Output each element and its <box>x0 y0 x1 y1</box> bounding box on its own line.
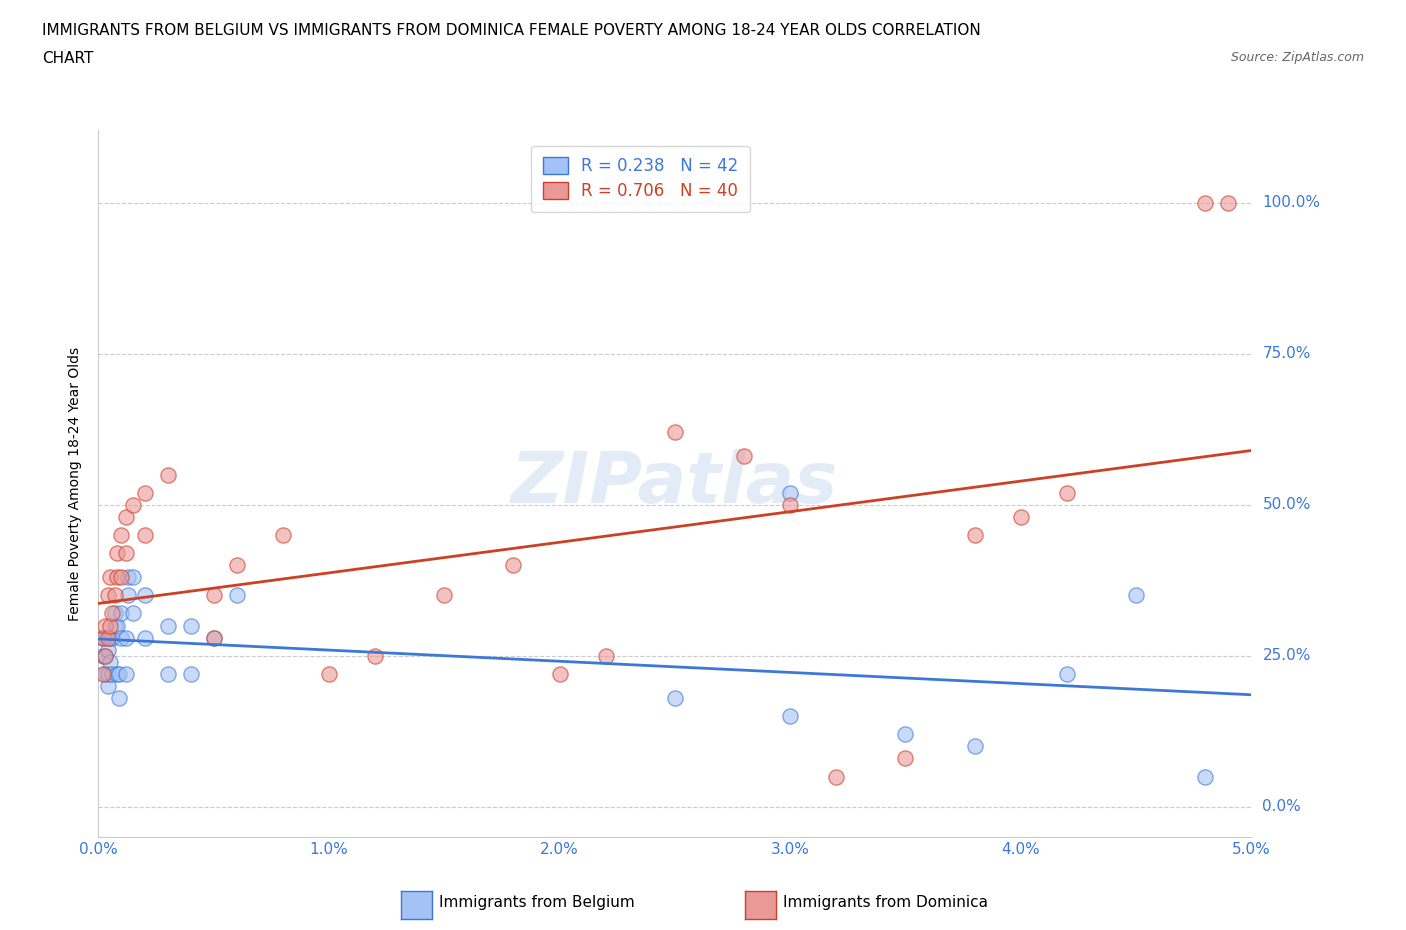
Point <box>963 739 986 754</box>
Point <box>1010 510 1032 525</box>
Point <box>134 527 156 542</box>
Point <box>94 648 117 663</box>
Text: ZIPatlas: ZIPatlas <box>512 449 838 518</box>
Point <box>225 588 247 603</box>
Point <box>101 631 124 645</box>
Point <box>94 667 117 682</box>
Point <box>1125 588 1147 603</box>
Point <box>825 769 848 784</box>
Point <box>108 691 131 706</box>
Point <box>122 498 145 512</box>
Point <box>134 631 156 645</box>
Y-axis label: Female Poverty Among 18-24 Year Olds: Female Poverty Among 18-24 Year Olds <box>69 347 83 620</box>
Point <box>1056 485 1078 500</box>
Point <box>122 606 145 621</box>
Point <box>779 498 801 512</box>
Point <box>91 631 114 645</box>
Point <box>98 570 121 585</box>
Point <box>156 618 179 633</box>
Point <box>98 618 121 633</box>
Point <box>202 631 225 645</box>
Point <box>101 667 124 682</box>
Text: 50.0%: 50.0% <box>1263 498 1310 512</box>
Point <box>1056 667 1078 682</box>
Text: Source: ZipAtlas.com: Source: ZipAtlas.com <box>1230 51 1364 64</box>
Point <box>105 546 128 561</box>
Point <box>94 618 117 633</box>
Point <box>122 570 145 585</box>
Point <box>91 648 114 663</box>
Text: 100.0%: 100.0% <box>1263 195 1320 210</box>
Point <box>1218 195 1240 210</box>
Point <box>134 588 156 603</box>
Point <box>97 588 120 603</box>
Text: IMMIGRANTS FROM BELGIUM VS IMMIGRANTS FROM DOMINICA FEMALE POVERTY AMONG 18-24 Y: IMMIGRANTS FROM BELGIUM VS IMMIGRANTS FR… <box>42 23 981 38</box>
Point <box>117 570 139 585</box>
Text: CHART: CHART <box>42 51 94 66</box>
Legend: R = 0.238   N = 42, R = 0.706   N = 40: R = 0.238 N = 42, R = 0.706 N = 40 <box>531 146 749 212</box>
Point <box>91 667 114 682</box>
Point <box>548 667 571 682</box>
Point <box>894 727 917 742</box>
Point <box>595 648 617 663</box>
Point <box>664 691 686 706</box>
Point <box>105 570 128 585</box>
Point <box>110 606 132 621</box>
Point <box>94 631 117 645</box>
Point <box>103 588 125 603</box>
Point <box>225 558 247 573</box>
Point <box>103 618 125 633</box>
Point <box>97 631 120 645</box>
Text: 0.0%: 0.0% <box>1263 799 1301 815</box>
Point <box>110 527 132 542</box>
Point <box>156 667 179 682</box>
Point <box>779 709 801 724</box>
Point <box>733 449 755 464</box>
Point <box>115 667 138 682</box>
Point <box>271 527 294 542</box>
Point <box>664 425 686 440</box>
Point <box>103 606 125 621</box>
Point <box>117 588 139 603</box>
Point <box>202 631 225 645</box>
Point <box>115 510 138 525</box>
Point <box>97 643 120 658</box>
Point <box>94 648 117 663</box>
Point <box>156 467 179 482</box>
Text: 75.0%: 75.0% <box>1263 346 1310 361</box>
Point <box>963 527 986 542</box>
Text: Immigrants from Dominica: Immigrants from Dominica <box>783 895 988 910</box>
Point <box>894 751 917 766</box>
Point <box>105 618 128 633</box>
Point <box>364 648 387 663</box>
Point <box>101 606 124 621</box>
Point <box>91 631 114 645</box>
Point <box>433 588 456 603</box>
Point <box>115 631 138 645</box>
Point <box>1194 769 1216 784</box>
Point <box>134 485 156 500</box>
Point <box>180 667 202 682</box>
Point <box>1194 195 1216 210</box>
Point <box>180 618 202 633</box>
Point <box>98 655 121 670</box>
Point <box>97 667 120 682</box>
Point <box>110 631 132 645</box>
Point <box>318 667 340 682</box>
Text: 25.0%: 25.0% <box>1263 648 1310 663</box>
Point <box>105 667 128 682</box>
Point <box>98 631 121 645</box>
Point <box>202 588 225 603</box>
Point <box>110 570 132 585</box>
Point <box>115 546 138 561</box>
Point <box>97 679 120 694</box>
Text: Immigrants from Belgium: Immigrants from Belgium <box>439 895 634 910</box>
Point <box>108 667 131 682</box>
Point <box>779 485 801 500</box>
Point <box>502 558 524 573</box>
